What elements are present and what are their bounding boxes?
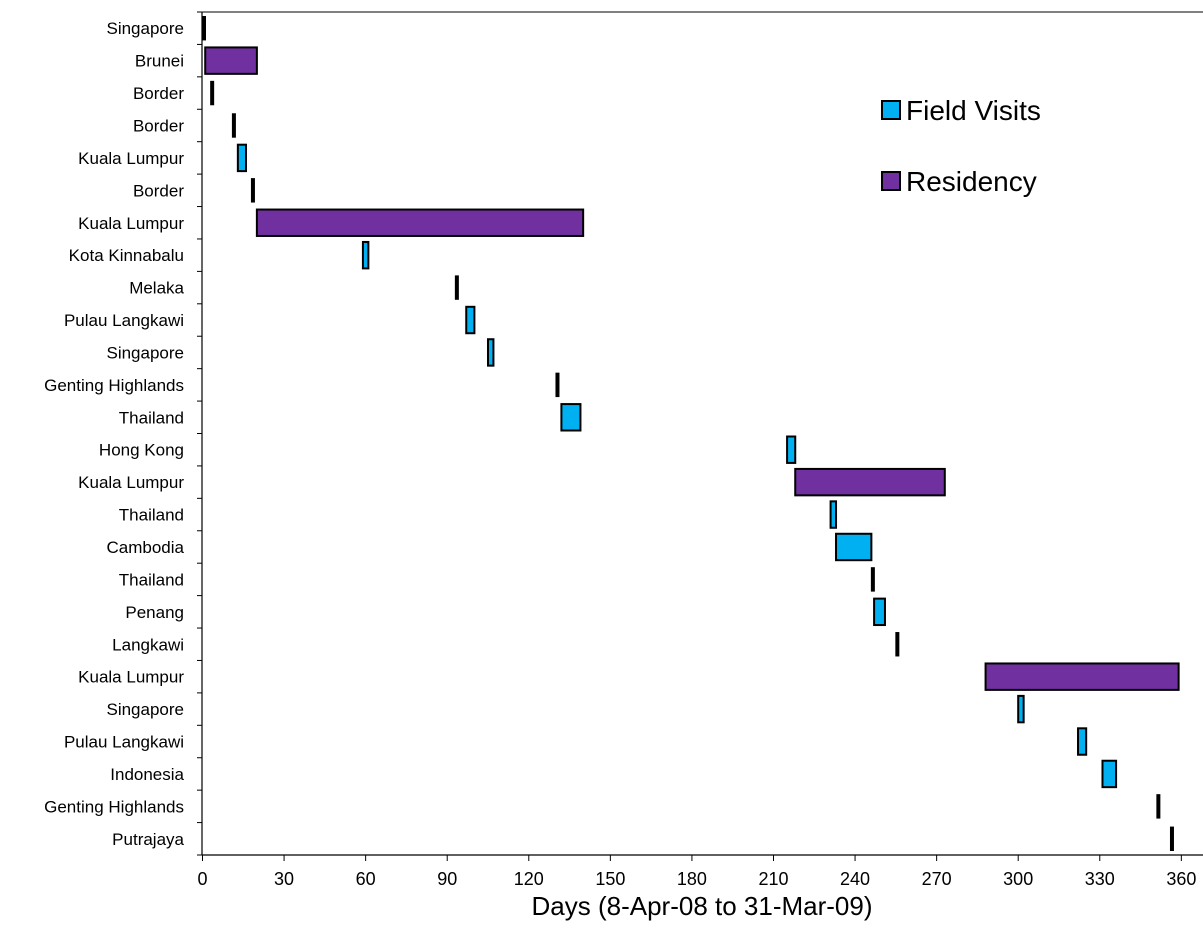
x-tick-label: 210 xyxy=(758,869,788,889)
category-label: Singapore xyxy=(106,700,184,719)
residency-bar xyxy=(984,662,1180,691)
milestone-marker xyxy=(1156,794,1161,819)
field-visit-bar xyxy=(361,240,370,270)
milestone-marker xyxy=(202,16,206,41)
category-label: Hong Kong xyxy=(99,441,184,460)
field-visit-bar xyxy=(873,597,886,627)
x-tick-label: 240 xyxy=(840,869,870,889)
x-tick-label: 300 xyxy=(1003,869,1033,889)
category-labels: Singapore Brunei Border Border Kuala Lumpur B… xyxy=(44,11,202,856)
field-visit-bar xyxy=(236,143,248,173)
field-visit-bar xyxy=(560,403,582,432)
x-tick-label: 360 xyxy=(1166,869,1196,889)
milestone-marker xyxy=(210,80,215,106)
legend-swatch xyxy=(881,171,901,191)
field-visit-bar xyxy=(1017,694,1025,724)
field-visit-bar xyxy=(786,435,797,464)
field-visit-bar xyxy=(486,338,495,367)
category-label: Thailand xyxy=(119,570,184,589)
x-axis-ticks: 0 30 60 90 120 150 180 210 240 270 300 330 360 xyxy=(197,855,1196,889)
bars xyxy=(202,16,1180,851)
x-tick-label: 120 xyxy=(514,869,544,889)
residency-bar xyxy=(255,208,585,237)
plot-frame xyxy=(201,11,1203,856)
milestone-marker xyxy=(250,178,255,203)
category-label: Kuala Lumpur xyxy=(78,473,184,492)
legend-label: Field Visits xyxy=(906,95,1041,126)
milestone-marker xyxy=(895,632,900,657)
category-label: Singapore xyxy=(106,343,184,362)
category-label: Genting Highlands xyxy=(44,376,184,395)
category-label: Thailand xyxy=(119,506,184,525)
category-label: Langkawi xyxy=(112,635,184,654)
x-tick-label: 330 xyxy=(1085,869,1115,889)
category-label: Indonesia xyxy=(110,765,184,784)
category-label: Kuala Lumpur xyxy=(78,668,184,687)
field-visit-bar xyxy=(1101,759,1118,789)
category-label: Border xyxy=(133,84,184,103)
legend: Field Visits Residency xyxy=(881,95,1041,197)
field-visit-bar xyxy=(829,500,838,529)
field-visit-bar xyxy=(1077,727,1088,756)
milestone-marker xyxy=(454,275,459,300)
category-label: Pulau Langkawi xyxy=(64,311,184,330)
category-label: Kota Kinnabalu xyxy=(69,246,184,265)
category-label: Border xyxy=(133,116,184,135)
milestone-marker xyxy=(1169,826,1174,851)
legend-label: Residency xyxy=(906,166,1037,197)
x-axis-title: Days (8-Apr-08 to 31-Mar-09) xyxy=(532,891,873,921)
category-label: Thailand xyxy=(119,408,184,427)
legend-swatch xyxy=(881,100,901,120)
field-visit-bar xyxy=(835,532,873,562)
category-label: Kuala Lumpur xyxy=(78,214,184,233)
category-label: Penang xyxy=(125,603,184,622)
residency-bar xyxy=(794,467,946,497)
x-tick-label: 150 xyxy=(595,869,625,889)
milestone-marker xyxy=(555,372,560,398)
x-tick-label: 90 xyxy=(437,869,457,889)
category-label: Brunei xyxy=(135,52,184,71)
x-tick-label: 270 xyxy=(922,869,952,889)
category-label: Putrajaya xyxy=(112,830,184,849)
category-label: Pulau Langkawi xyxy=(64,733,184,752)
milestone-marker xyxy=(870,567,875,592)
x-tick-label: 180 xyxy=(677,869,707,889)
category-label: Border xyxy=(133,181,184,200)
x-tick-label: 0 xyxy=(197,869,207,889)
category-label: Cambodia xyxy=(107,538,185,557)
category-label: Melaka xyxy=(129,279,184,298)
milestone-marker xyxy=(231,113,236,138)
category-label: Kuala Lumpur xyxy=(78,149,184,168)
x-tick-label: 60 xyxy=(356,869,376,889)
residency-bar xyxy=(204,46,258,75)
field-visit-bar xyxy=(465,305,476,335)
category-label: Genting Highlands xyxy=(44,797,184,816)
category-label: Singapore xyxy=(106,19,184,38)
x-tick-label: 30 xyxy=(274,869,294,889)
